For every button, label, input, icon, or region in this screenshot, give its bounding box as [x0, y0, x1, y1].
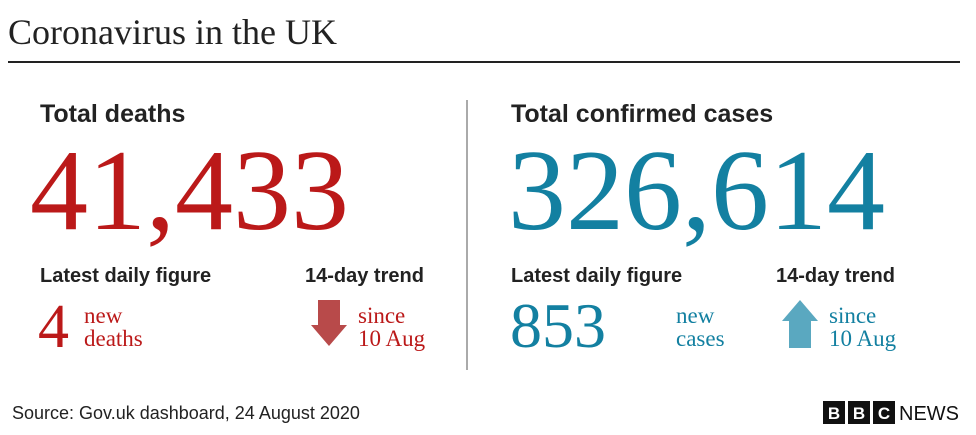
trend-label: since: [829, 303, 876, 328]
source: Source: Gov.uk dashboard, 24 August 2020: [12, 403, 360, 423]
logo-box: [823, 401, 845, 424]
total-value: 326,614: [508, 127, 885, 255]
logo-box: [848, 401, 870, 424]
daily-label: cases: [676, 326, 725, 351]
panel-heading: Total confirmed cases: [511, 100, 773, 128]
daily-value: 853: [510, 290, 606, 361]
title: Coronavirus in the UK: [8, 12, 337, 52]
trend-arrow-up: [782, 300, 818, 348]
trend-heading: 14-day trend: [776, 265, 895, 287]
logo-text: NEWS: [899, 403, 959, 425]
logo-box: [873, 401, 895, 424]
panel-heading: Total deaths: [40, 100, 185, 128]
daily-label: new: [676, 303, 715, 328]
trend-label: since: [358, 303, 405, 328]
logo-letter: C: [878, 404, 890, 423]
daily-value: 4: [38, 293, 69, 361]
logo-letter: B: [828, 404, 840, 423]
trend-label: 10 Aug: [358, 326, 426, 351]
trend-heading: 14-day trend: [305, 265, 424, 287]
daily-heading: Latest daily figure: [511, 265, 682, 287]
daily-label: deaths: [84, 326, 143, 351]
total-value: 41,433: [30, 127, 349, 255]
daily-heading: Latest daily figure: [40, 265, 211, 287]
trend-arrow-down: [311, 300, 347, 346]
trend-label: 10 Aug: [829, 326, 897, 351]
daily-label: new: [84, 303, 123, 328]
logo-letter: B: [853, 404, 865, 423]
